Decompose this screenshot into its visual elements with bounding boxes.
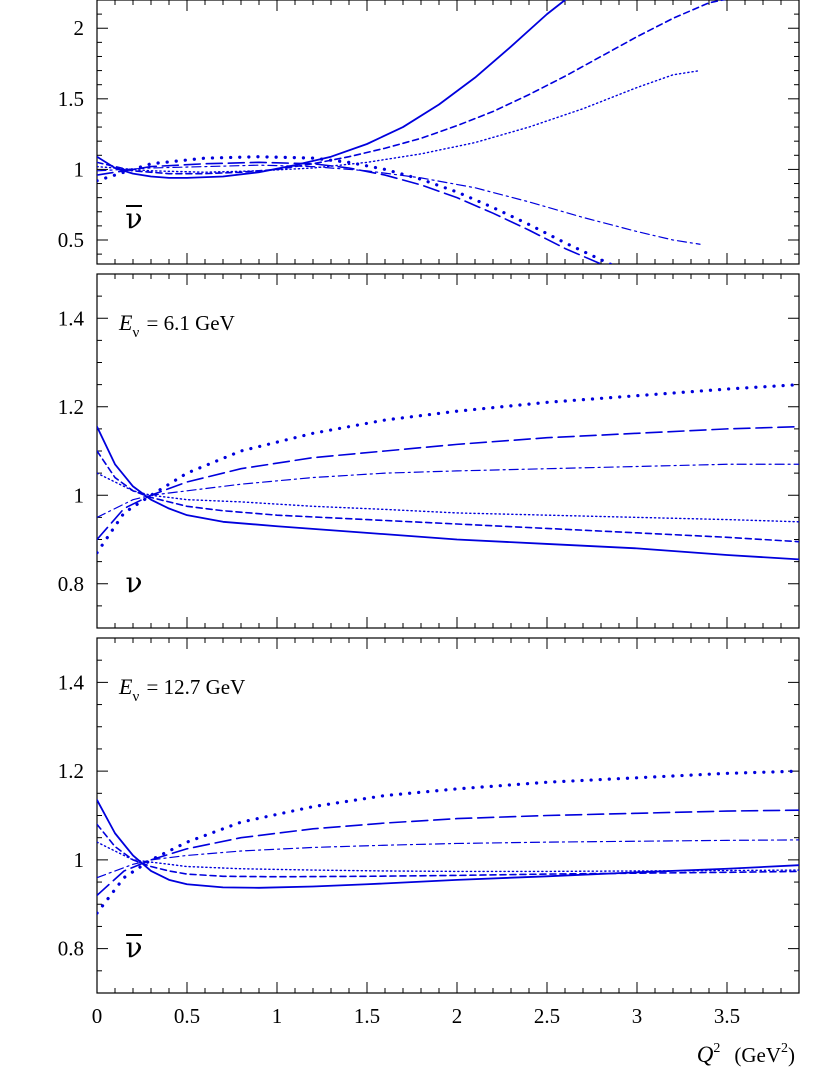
series-line-longdash [97, 809, 799, 897]
y-tick-label: 0.5 [58, 228, 84, 252]
antineutrino-label: ν [125, 202, 142, 235]
energy-subscript: ν [132, 689, 139, 705]
x-axis-symbol: Q [697, 1042, 714, 1067]
y-tick-label: 2 [74, 16, 85, 40]
y-tick-label: 1.4 [58, 306, 85, 330]
series-line-dashed [97, 450, 799, 543]
series-line-dashdot [97, 839, 799, 879]
energy-symbol: E [118, 310, 133, 335]
curves [97, 769, 799, 915]
x-tick-label: 2.5 [534, 1004, 560, 1028]
energy-value: = 6.1 GeV [141, 311, 235, 335]
x-tick-label: 1 [272, 1004, 283, 1028]
x-tick-label: 2 [452, 1004, 463, 1028]
x-axis-label: Q2 (GeV2) [697, 1041, 795, 1067]
y-tick-label: 1 [74, 848, 85, 872]
x-axis-unit-open: (GeV [734, 1043, 781, 1067]
neutrino-label: ν [125, 566, 142, 599]
series-line-dashed [97, 823, 799, 878]
x-axis-symbol-power: 2 [713, 1041, 720, 1056]
series-line-dashdot [97, 463, 799, 518]
series-line-sparsedot [97, 383, 799, 555]
y-tick-label: 1 [74, 483, 85, 507]
series-line-longdash [97, 161, 605, 264]
x-axis-unit-close: ) [788, 1043, 795, 1067]
energy-label: Eν = 6.1 GeV [118, 310, 235, 341]
energy-value: = 12.7 GeV [141, 675, 245, 699]
x-axis-tick-labels: 0 0.5 1 1.5 2 2.5 3 3.5 [92, 1004, 740, 1028]
energy-label: Eν = 12.7 GeV [118, 674, 245, 705]
y-tick-label: 1 [74, 157, 85, 181]
series-line-longdash [97, 425, 799, 541]
series-line-dotted [97, 841, 799, 873]
x-tick-label: 0.5 [174, 1004, 200, 1028]
curves [97, 0, 727, 264]
y-tick-label: 1.4 [58, 670, 85, 694]
curves [97, 383, 799, 561]
x-tick-label: 3.5 [714, 1004, 740, 1028]
y-tick-label: 1.2 [58, 395, 84, 419]
series-line-dotted [97, 472, 799, 523]
series-line-solid [97, 425, 799, 561]
x-tick-label: 0 [92, 1004, 103, 1028]
series-line-solid [97, 0, 566, 179]
x-axis-unit-power: 2 [781, 1041, 788, 1056]
series-line-sparsedot [97, 769, 799, 915]
energy-subscript: ν [132, 325, 139, 341]
panel-frame [96, 0, 800, 265]
series-line-dashdot [97, 164, 701, 245]
energy-symbol: E [118, 674, 133, 699]
y-tick-label: 1.2 [58, 759, 84, 783]
x-tick-label: 3 [632, 1004, 643, 1028]
antineutrino-label: ν [125, 931, 142, 964]
panel-top: 0.5 1 1.5 2 ν [58, 0, 800, 265]
y-tick-label: 0.8 [58, 937, 84, 961]
series-line-sparsedot [97, 155, 614, 264]
y-tick-label: 1.5 [58, 87, 84, 111]
y-tick-label: 0.8 [58, 572, 84, 596]
x-tick-label: 1.5 [354, 1004, 380, 1028]
series-line-dotted [97, 69, 701, 173]
